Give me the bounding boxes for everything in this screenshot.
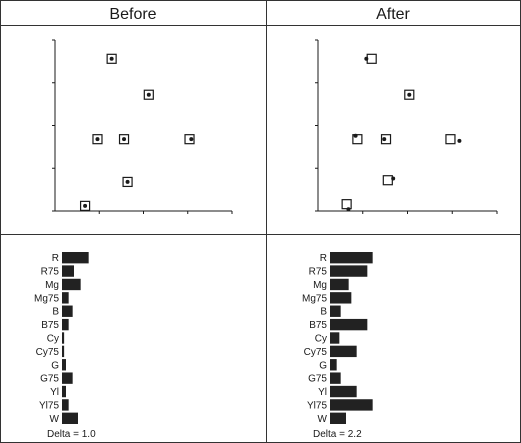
bar (62, 412, 78, 424)
bar-category-label: R (52, 253, 59, 264)
bar-category-label: Mg75 (302, 293, 327, 304)
target-square-marker (79, 200, 91, 211)
measured-dot-marker (382, 137, 387, 142)
bar (330, 399, 373, 411)
target-square-marker (380, 134, 392, 145)
target-square-marker (92, 134, 103, 145)
target-square-marker (143, 89, 154, 100)
bar (330, 318, 368, 331)
measured-dot-marker (364, 56, 369, 61)
bar-category-label: Cy75 (36, 347, 60, 358)
bar-category-label: R75 (309, 267, 328, 278)
measured-dot-marker (122, 137, 127, 142)
bar-category-label: Yl (318, 387, 327, 398)
bar-category-label: G75 (308, 374, 327, 385)
bar (62, 318, 69, 331)
bar (62, 345, 65, 358)
bar-category-label: Cy (47, 334, 59, 345)
scatter-after (315, 39, 498, 214)
bar-category-label: Mg (45, 280, 59, 291)
measured-dot-marker (407, 92, 412, 97)
delta-label-after: Delta = 2.2 (313, 429, 362, 440)
measured-dot-marker (83, 203, 88, 208)
header-after: After (376, 6, 410, 23)
bar-category-label: G (319, 360, 327, 371)
bar (62, 359, 66, 371)
bar (330, 412, 346, 424)
bar (62, 385, 66, 398)
bar (330, 252, 373, 264)
bar (62, 278, 81, 291)
bar-category-label: R (320, 253, 327, 264)
bar-category-label: B (52, 307, 59, 318)
measured-dot-marker (189, 137, 194, 142)
scatter-before (52, 39, 233, 214)
target-square-marker (382, 175, 393, 186)
bar-category-label: Cy (315, 334, 327, 345)
bar (330, 372, 341, 384)
bar-category-label: B75 (41, 320, 59, 331)
measured-dot-marker (391, 176, 396, 181)
target-square-marker (106, 53, 117, 64)
bars-before: R R75 Mg Mg75 B B75 Cy Cy75 G G75 Yl Yl75 W (34, 252, 89, 425)
measured-dot-marker (109, 56, 114, 61)
measured-dot-marker (95, 137, 100, 142)
bar (330, 278, 349, 291)
bar-category-label: G (51, 360, 59, 371)
target-square-marker (341, 199, 352, 210)
bar (330, 292, 352, 304)
bar-category-label: Mg75 (34, 293, 59, 304)
bar-category-label: Yl (50, 387, 59, 398)
bar (62, 252, 89, 264)
bar (62, 332, 65, 344)
measured-dot-marker (346, 207, 351, 212)
bar (62, 292, 69, 304)
target-square-marker (184, 134, 195, 145)
measured-dot-marker (353, 133, 358, 138)
bar (330, 359, 337, 371)
bar (62, 399, 69, 411)
bar (330, 345, 357, 358)
bar (330, 305, 341, 317)
bar-category-label: Mg (313, 280, 327, 291)
target-square-marker (445, 134, 456, 145)
target-square-marker (366, 53, 377, 64)
bar (330, 265, 368, 277)
target-square-marker (404, 89, 415, 100)
bar-category-label: Yl75 (307, 400, 327, 411)
bar (62, 305, 73, 317)
bar-category-label: B (320, 307, 327, 318)
target-square-marker (122, 176, 133, 188)
target-square-marker (352, 134, 363, 145)
bar-category-label: Cy75 (304, 347, 328, 358)
measured-dot-marker (457, 138, 462, 143)
bar-category-label: W (318, 414, 328, 425)
header-before: Before (109, 6, 156, 23)
bar (62, 265, 74, 277)
measured-dot-marker (146, 92, 151, 97)
bar-category-label: G75 (40, 374, 59, 385)
bar-category-label: Yl75 (39, 400, 59, 411)
bar-category-label: W (50, 414, 60, 425)
delta-label-before: Delta = 1.0 (47, 429, 96, 440)
bar-category-label: B75 (309, 320, 327, 331)
bar (330, 332, 340, 344)
bar (62, 372, 73, 384)
target-square-marker (118, 134, 130, 145)
bars-after: R R75 Mg Mg75 B B75 Cy Cy75 G G75 Yl Yl75 W (302, 252, 373, 425)
measured-dot-marker (125, 179, 130, 184)
bar (330, 385, 357, 398)
bar-category-label: R75 (41, 267, 60, 278)
